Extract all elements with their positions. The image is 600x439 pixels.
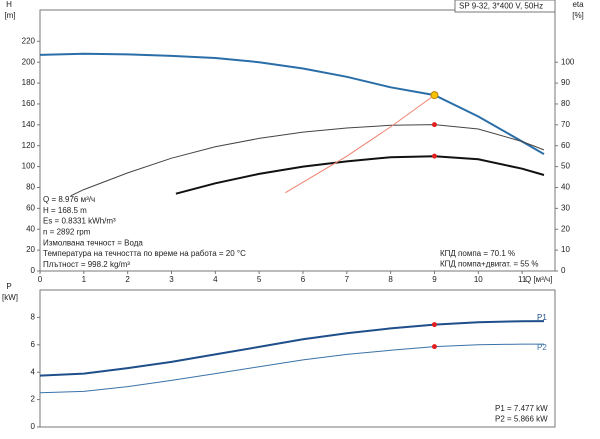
x-tick-label: 2 xyxy=(125,275,130,284)
y-tick-label: 120 xyxy=(22,141,36,150)
x-tick-label: 11 xyxy=(518,275,527,284)
y-axis-unit: [kW] xyxy=(2,293,18,302)
plot-frame xyxy=(39,289,556,428)
y2-tick-label: 50 xyxy=(561,162,570,171)
y-tick-label: 4 xyxy=(31,367,36,376)
x-tick-label: 8 xyxy=(388,275,393,284)
curve xyxy=(175,155,545,195)
y-tick-label: 2 xyxy=(31,395,36,404)
note: P1 = 7.477 kW xyxy=(495,404,548,413)
y-tick-label: 8 xyxy=(31,313,36,322)
y-axis-label: H xyxy=(6,0,12,9)
y2-tick-label: 90 xyxy=(561,78,570,87)
y2-axis-label: eta xyxy=(572,0,584,9)
y2-tick-label: 0 xyxy=(561,266,566,275)
info-line: Измолвана течност = Вода xyxy=(43,238,143,247)
operating-point xyxy=(431,122,437,128)
curve xyxy=(70,124,545,197)
info-line: Плътност = 998.2 kg/m³ xyxy=(43,260,130,269)
curve xyxy=(39,52,545,155)
y2-axis-unit: [%] xyxy=(572,11,584,20)
x-axis-label: Q [м³/ч] xyxy=(525,275,552,284)
x-tick-label: 9 xyxy=(432,275,437,284)
y2-tick-label: 30 xyxy=(561,203,570,212)
operating-point xyxy=(431,153,437,159)
legend-label: P2 xyxy=(537,343,547,352)
y2-tick-label: 10 xyxy=(561,245,570,254)
y2-tick-label: 80 xyxy=(561,99,570,108)
y-tick-label: 20 xyxy=(26,245,35,254)
note: КПД помпа = 70.1 % xyxy=(440,249,515,258)
operating-point xyxy=(431,322,437,328)
x-tick-label: 4 xyxy=(213,275,218,284)
y-tick-label: 40 xyxy=(26,224,35,233)
x-tick-label: 0 xyxy=(38,275,43,284)
y2-tick-label: 20 xyxy=(561,224,570,233)
y-tick-label: 6 xyxy=(31,340,36,349)
note: P2 = 5.866 kW xyxy=(495,415,548,424)
curve xyxy=(285,94,435,194)
y-tick-label: 0 xyxy=(31,266,36,275)
y-tick-label: 180 xyxy=(22,78,36,87)
y2-tick-label: 60 xyxy=(561,141,570,150)
y-tick-label: 220 xyxy=(22,36,36,45)
info-line: H = 168.5 m xyxy=(43,206,87,215)
y-tick-label: 80 xyxy=(26,183,35,192)
y-tick-label: 140 xyxy=(22,120,36,129)
curve xyxy=(39,343,544,394)
y-tick-label: 160 xyxy=(22,99,36,108)
x-tick-label: 7 xyxy=(345,275,350,284)
y2-tick-label: 70 xyxy=(561,120,570,129)
title-box xyxy=(454,0,556,13)
x-tick-label: 5 xyxy=(257,275,262,284)
y-tick-label: 100 xyxy=(22,162,36,171)
note: КПД помпа+двигат. = 55 % xyxy=(440,260,539,269)
chart-title: SP 9-32, 3*400 V, 50Hz xyxy=(459,2,543,11)
x-tick-label: 6 xyxy=(301,275,306,284)
y-tick-label: 0 xyxy=(31,422,36,431)
info-line: Q = 8.976 м³/ч xyxy=(43,195,95,204)
y-axis-unit: [m] xyxy=(4,11,15,20)
operating-point xyxy=(431,344,437,350)
info-line: Температура на течността по време на раб… xyxy=(43,249,246,258)
y-tick-label: 200 xyxy=(22,57,36,66)
legend-label: P1 xyxy=(537,313,547,322)
y2-tick-label: 100 xyxy=(561,57,575,66)
x-tick-label: 3 xyxy=(169,275,174,284)
plot-frame xyxy=(39,9,556,272)
operating-point xyxy=(430,91,439,100)
x-tick-label: 10 xyxy=(474,275,483,284)
curve xyxy=(39,320,545,377)
info-line: n = 2892 rpm xyxy=(43,228,91,237)
y-axis-label: P xyxy=(6,282,11,291)
x-tick-label: 1 xyxy=(82,275,87,284)
info-line: Es = 0.8331 kWh/m³ xyxy=(43,217,116,226)
y2-tick-label: 40 xyxy=(561,183,570,192)
y-tick-label: 60 xyxy=(26,203,35,212)
